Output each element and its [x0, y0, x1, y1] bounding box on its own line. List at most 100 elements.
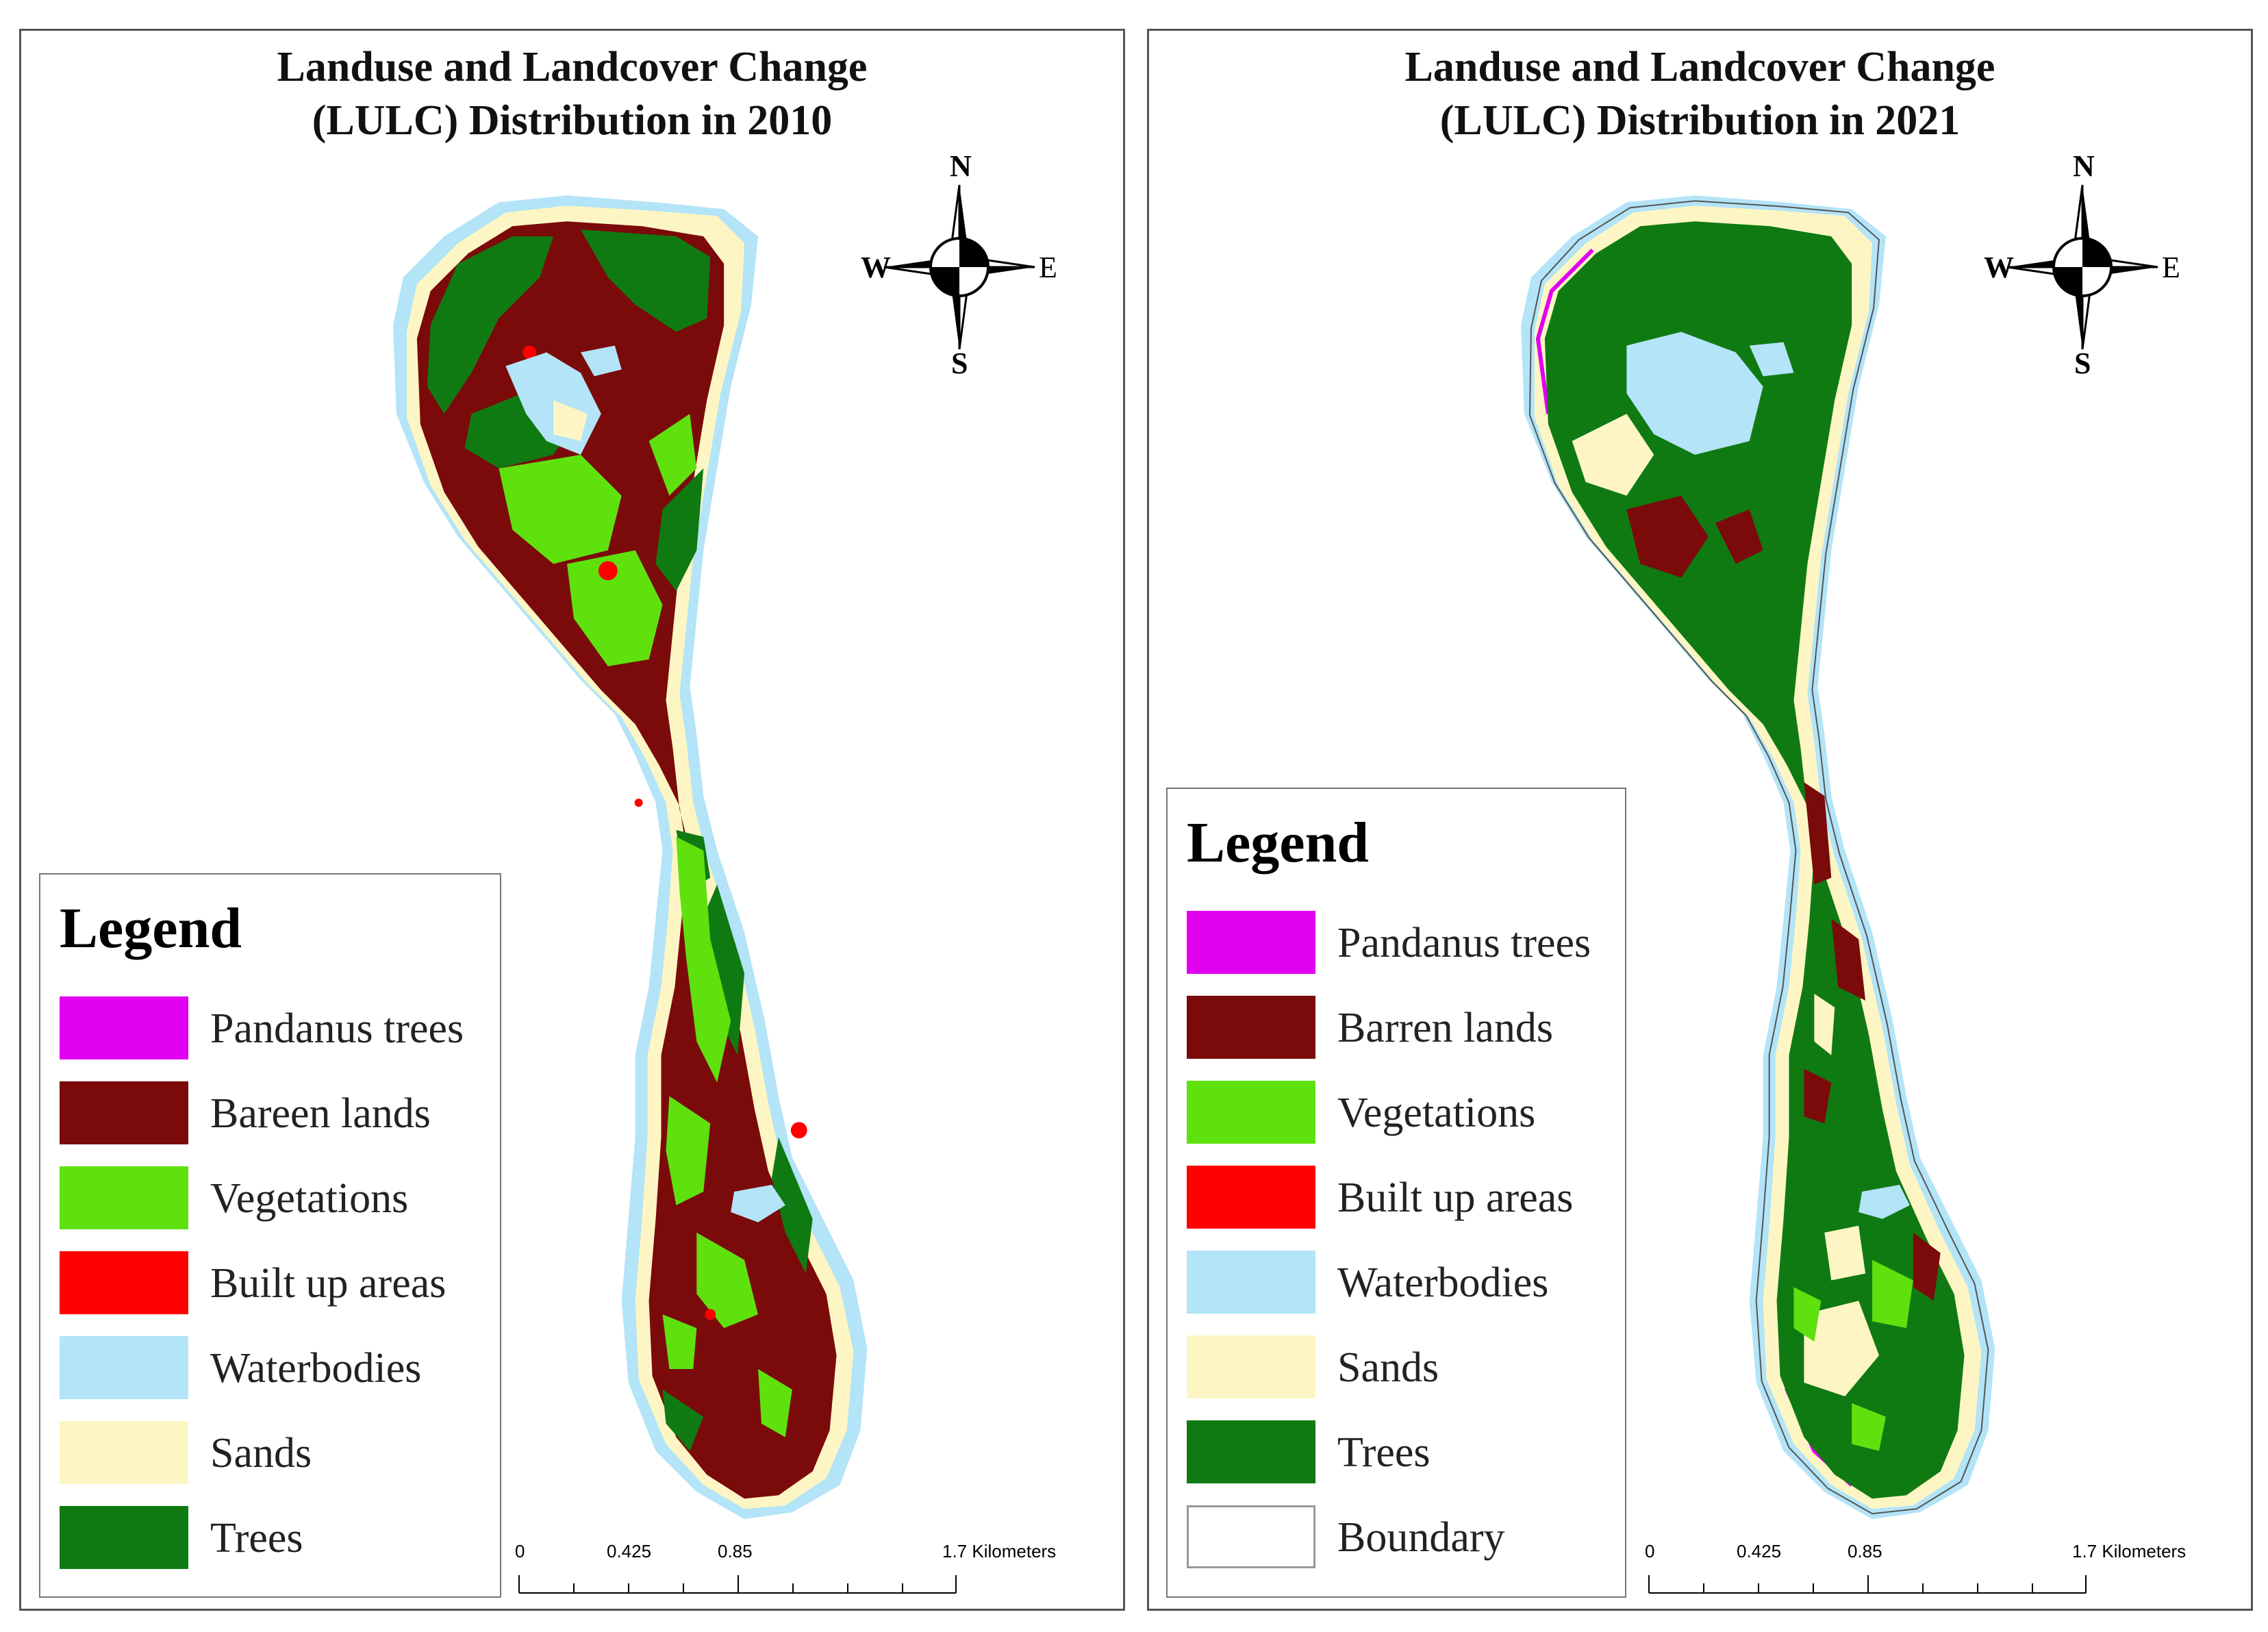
legend-label: Built up areas: [1337, 1175, 1574, 1221]
title-line-2: (LULC) Distribution in 2010: [312, 97, 833, 144]
builtup-spot: [705, 1309, 716, 1320]
compass-south-label: S: [951, 347, 968, 380]
inland-waterbody: [580, 345, 622, 377]
barren-patch: [1715, 509, 1763, 564]
map-title-2010: Landuse and Landcover Change (LULC) Dist…: [21, 40, 1123, 147]
island-landcover-2010: [392, 195, 868, 1520]
island-map-2010: [392, 195, 868, 1520]
trees-patch: [580, 229, 711, 332]
legend-item-pandanus: Pandanus trees: [60, 996, 539, 1059]
sand-patch: [1804, 1301, 1880, 1396]
legend-label: Trees: [1337, 1429, 1431, 1476]
scale-bar-2010: 0 0.425 0.85 1.7 Kilometers: [515, 1541, 1079, 1603]
legend-label: Pandanus trees: [210, 1005, 464, 1052]
compass-north-label: N: [2073, 149, 2095, 183]
north-arrow-compass: N S E W: [1984, 149, 2180, 380]
legend-swatch-vegetation: [1187, 1081, 1315, 1144]
barren-patch: [1804, 1068, 1832, 1124]
vegetation-patch: [648, 414, 697, 496]
legend-title: Legend: [1187, 811, 1370, 875]
compass-east-label: E: [2162, 251, 2180, 284]
legend-label: Waterbodies: [1337, 1259, 1549, 1306]
boundary-outline: [1528, 200, 1989, 1515]
legend-item-vegetation: Vegetations: [60, 1166, 539, 1229]
legend-box-2021: Legend Pandanus trees Barren lands Veget…: [1166, 788, 1626, 1598]
legend-item-trees: Trees: [1187, 1420, 1666, 1483]
trees-patch: [655, 468, 704, 592]
sand-patch: [1572, 414, 1654, 496]
legend-label: Sands: [1337, 1344, 1439, 1391]
legend-swatch-water: [1187, 1251, 1315, 1314]
legend-item-barren: Barren lands: [1187, 996, 1666, 1059]
vegetation-patch: [696, 1232, 758, 1329]
legend-swatch-vegetation: [60, 1166, 188, 1229]
scale-bar-2021: 0 0.425 0.85 1.7 Kilometers: [1645, 1541, 2209, 1603]
legend-item-sands: Sands: [1187, 1335, 1666, 1398]
legend-item-vegetation: Vegetations: [1187, 1081, 1666, 1144]
map-title-2021: Landuse and Landcover Change (LULC) Dist…: [1149, 40, 2251, 147]
builtup-spot: [790, 1122, 807, 1139]
legend-title: Legend: [60, 896, 242, 960]
legend-item-water: Waterbodies: [1187, 1251, 1666, 1314]
legend-item-sands: Sands: [60, 1421, 539, 1484]
legend-label: Trees: [210, 1515, 303, 1561]
map-panel-2021: Landuse and Landcover Change (LULC) Dist…: [1147, 29, 2253, 1611]
legend-swatch-sands: [60, 1421, 188, 1484]
builtup-spot: [522, 345, 537, 360]
legend-label: Bareen lands: [210, 1090, 431, 1137]
scale-label-17km: 1.7 Kilometers: [942, 1541, 1057, 1561]
legend-swatch-pandanus: [60, 996, 188, 1059]
scale-label-0: 0: [515, 1541, 525, 1561]
legend-label: Sands: [210, 1430, 312, 1477]
compass-rose-icon: [883, 184, 1035, 350]
barren-patch: [1831, 918, 1866, 1001]
inland-waterbody: [1859, 1185, 1910, 1219]
legend-label: Vegetations: [210, 1175, 409, 1222]
builtup-spot: [598, 561, 618, 581]
vegetation-patch: [1852, 1403, 1886, 1451]
vegetation-patch: [662, 1314, 697, 1370]
barren-patch: [1804, 782, 1832, 885]
legend-swatch-boundary: [1187, 1505, 1315, 1568]
legend-item-boundary: Boundary: [1187, 1505, 1666, 1568]
legend-swatch-water: [60, 1336, 188, 1399]
legend-item-barren: Bareen lands: [60, 1081, 539, 1144]
vegetation-patch: [567, 550, 663, 666]
vegetation-patch: [1793, 1287, 1822, 1342]
legend-item-pandanus: Pandanus trees: [1187, 911, 1666, 974]
vegetation-patch: [499, 454, 622, 564]
compass-west-label: W: [1984, 251, 2014, 284]
scale-label-0425: 0.425: [607, 1541, 652, 1561]
legend-label: Barren lands: [1337, 1005, 1554, 1051]
sand-clearing: [553, 400, 588, 442]
legend-swatch-barren: [1187, 996, 1315, 1059]
inland-waterbody: [1749, 342, 1794, 377]
scale-label-0425: 0.425: [1737, 1541, 1782, 1561]
legend-label: Boundary: [1337, 1514, 1505, 1561]
vegetation-patch: [1872, 1259, 1913, 1329]
barren-patch: [1913, 1232, 1941, 1301]
legend-box-2010: Legend Pandanus trees Bareen lands Veget…: [39, 873, 501, 1598]
legend-swatch-barren: [60, 1081, 188, 1144]
north-arrow-compass: N S E W: [861, 149, 1057, 380]
legend-item-trees: Trees: [60, 1506, 539, 1569]
title-line-1: Landuse and Landcover Change: [1404, 44, 1995, 90]
legend-swatch-pandanus: [1187, 911, 1315, 974]
inland-waterbody: [731, 1185, 785, 1222]
compass-east-label: E: [1039, 251, 1057, 284]
legend-swatch-builtup: [1187, 1166, 1315, 1229]
legend-item-builtup: Built up areas: [1187, 1166, 1666, 1229]
legend-swatch-trees: [60, 1506, 188, 1569]
scale-label-085: 0.85: [1848, 1541, 1882, 1561]
scale-bar-graphic: [518, 1575, 957, 1594]
legend-label: Waterbodies: [210, 1345, 422, 1392]
title-line-1: Landuse and Landcover Change: [277, 44, 868, 90]
island-landcover-2021: [1520, 195, 1995, 1520]
compass-south-label: S: [2074, 347, 2091, 380]
sand-patch: [1824, 1225, 1866, 1281]
compass-west-label: W: [861, 251, 891, 284]
pandanus-edge: [1535, 248, 1594, 414]
legend-item-water: Waterbodies: [60, 1336, 539, 1399]
vegetation-patch: [757, 1369, 792, 1438]
legend-label: Built up areas: [210, 1260, 446, 1307]
